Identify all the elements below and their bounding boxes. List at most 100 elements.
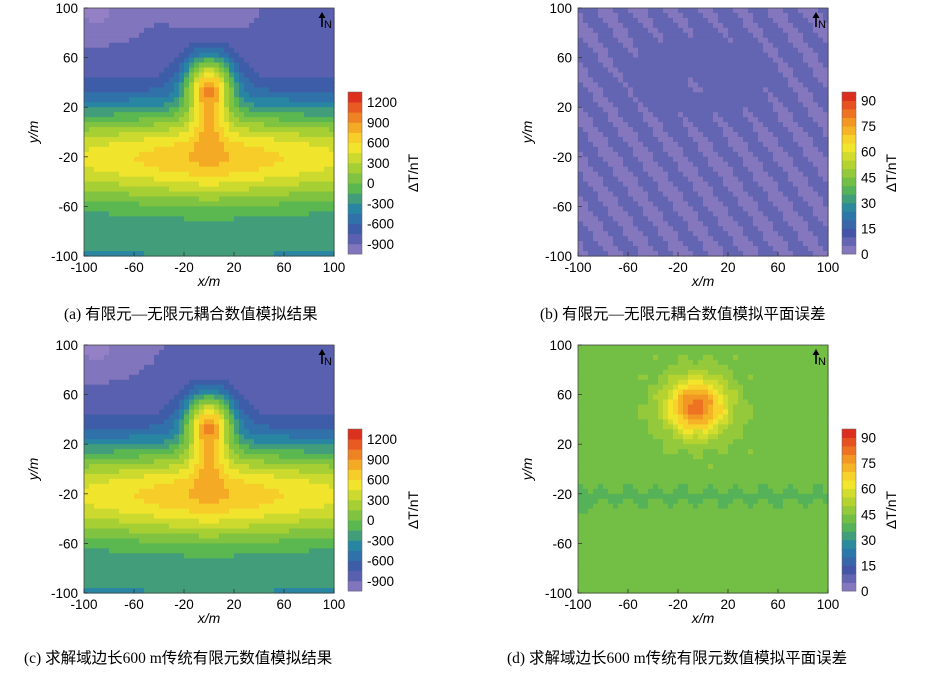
heatmap-cell [788, 28, 794, 34]
heatmap-cell [748, 97, 754, 103]
heatmap-cell [174, 182, 180, 188]
heatmap-cell [179, 211, 185, 217]
heatmap-cell [778, 147, 784, 153]
heatmap-cell [688, 43, 694, 49]
heatmap-cell [713, 157, 719, 163]
heatmap-cell [673, 33, 679, 39]
heatmap-cell [304, 187, 310, 193]
heatmap-cell [713, 38, 719, 44]
heatmap-cell [89, 92, 95, 98]
heatmap-cell [648, 38, 654, 44]
heatmap-cell [224, 206, 230, 212]
heatmap-cell [748, 13, 754, 19]
heatmap-cell [653, 107, 659, 113]
heatmap-cell [628, 53, 634, 59]
heatmap-cell [783, 157, 789, 163]
heatmap-cell [129, 107, 135, 113]
heatmap-cell [778, 192, 784, 198]
heatmap-cell [214, 142, 220, 148]
heatmap-cell [289, 192, 295, 198]
heatmap-cell [139, 187, 145, 193]
heatmap-cell [803, 231, 809, 237]
heatmap-cell [628, 18, 634, 24]
heatmap-cell [603, 117, 609, 123]
heatmap-cell [164, 246, 170, 252]
heatmap-cell [214, 68, 220, 74]
heatmap-cell [174, 87, 180, 93]
heatmap-cell [139, 53, 145, 59]
heatmap-cell [149, 63, 155, 69]
heatmap-cell [214, 112, 220, 118]
heatmap-cell [753, 82, 759, 88]
heatmap-cell [703, 82, 709, 88]
heatmap-cell [723, 92, 729, 98]
heatmap-cell [299, 33, 305, 39]
heatmap-cell [693, 216, 699, 222]
heatmap-cell [299, 68, 305, 74]
heatmap-cell [738, 53, 744, 59]
heatmap-cell [753, 63, 759, 69]
heatmap-cell [728, 211, 734, 217]
heatmap-cell [773, 112, 779, 118]
heatmap-cell [114, 177, 120, 183]
heatmap-cell [129, 226, 135, 232]
heatmap-cell [748, 147, 754, 153]
heatmap-cell [134, 206, 140, 212]
heatmap-cell [189, 112, 195, 118]
heatmap-cell [748, 187, 754, 193]
heatmap-cell [89, 147, 95, 153]
heatmap-cell [224, 102, 230, 108]
heatmap-cell [603, 192, 609, 198]
heatmap-cell [813, 82, 819, 88]
heatmap-cell [673, 13, 679, 19]
heatmap-cell [99, 142, 105, 148]
heatmap-cell [618, 236, 624, 242]
heatmap-cell [239, 177, 245, 183]
heatmap-cell [114, 82, 120, 88]
heatmap-cell [793, 152, 799, 158]
heatmap-cell [723, 211, 729, 217]
heatmap-cell [124, 127, 130, 133]
heatmap-cell [259, 63, 265, 69]
heatmap-cell [588, 58, 594, 64]
heatmap-cell [728, 241, 734, 247]
heatmap-cell [803, 196, 809, 202]
heatmap-cell [588, 236, 594, 242]
heatmap-cell [149, 201, 155, 207]
heatmap-cell [319, 216, 325, 222]
heatmap-cell [598, 201, 604, 207]
heatmap-cell [169, 182, 175, 188]
heatmap-cell [134, 177, 140, 183]
heatmap-cell [129, 43, 135, 49]
heatmap-cell [793, 246, 799, 252]
heatmap-cell [608, 97, 614, 103]
heatmap-cell [159, 33, 165, 39]
heatmap-cell [209, 122, 215, 128]
heatmap-cell [164, 221, 170, 227]
heatmap-cell [294, 53, 300, 59]
heatmap-cell [798, 127, 804, 133]
heatmap-cell [259, 192, 265, 198]
heatmap-cell [184, 102, 190, 108]
heatmap-cell [284, 182, 290, 188]
heatmap-cell [254, 102, 260, 108]
heatmap-cell [798, 77, 804, 83]
heatmap-cell [169, 152, 175, 158]
heatmap-cell [274, 211, 280, 217]
heatmap-cell [124, 87, 130, 93]
heatmap-cell [249, 87, 255, 93]
heatmap-cell [643, 226, 649, 232]
heatmap-cell [618, 72, 624, 78]
heatmap-cell [209, 196, 215, 202]
heatmap-cell [194, 162, 200, 168]
heatmap-cell [309, 48, 315, 54]
heatmap-cell [603, 18, 609, 24]
heatmap-cell [199, 167, 205, 173]
heatmap-cell [179, 246, 185, 252]
heatmap-cell [139, 236, 145, 242]
heatmap-cell [753, 147, 759, 153]
heatmap-cell [229, 167, 235, 173]
heatmap-cell [718, 63, 724, 69]
heatmap-cell [109, 117, 115, 123]
heatmap-cell [728, 236, 734, 242]
